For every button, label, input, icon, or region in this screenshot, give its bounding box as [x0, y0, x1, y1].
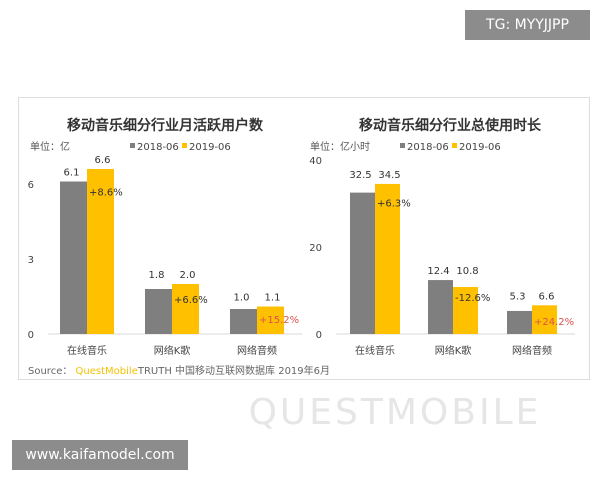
- source-prefix: Source：: [28, 366, 73, 377]
- watermark-site: www.kaifamodel.com: [12, 440, 188, 470]
- chart-title: 移动音乐细分行业总使用时长: [359, 117, 542, 134]
- data-label: 10.8: [456, 266, 478, 277]
- category-label: 网络音频: [237, 344, 277, 357]
- background-watermark: QUESTMOBILE: [249, 392, 542, 433]
- bar-2018-06: [350, 192, 375, 334]
- bar-2018-06: [428, 280, 453, 334]
- y-tick-label: 3: [28, 255, 34, 266]
- legend-label: 2019-06: [459, 142, 501, 153]
- category-label: 网络音频: [512, 344, 552, 357]
- category-label: 在线音乐: [67, 344, 107, 357]
- y-tick-label: 40: [309, 156, 322, 167]
- y-tick-label: 20: [309, 243, 322, 254]
- source-brand: QuestMobile: [75, 366, 138, 377]
- legend-label: 2019-06: [189, 142, 231, 153]
- category-label: 在线音乐: [355, 344, 395, 357]
- data-label: 6.6: [539, 291, 555, 302]
- chart-panel: [18, 97, 590, 380]
- growth-label: +24.2%: [534, 317, 574, 328]
- unit-label: 单位：亿小时: [310, 140, 370, 153]
- bar-2019-06: [87, 169, 114, 334]
- data-label: 1.8: [149, 270, 165, 281]
- growth-label: +6.3%: [377, 199, 411, 210]
- bar-2018-06: [60, 181, 87, 334]
- bar-2019-06: [172, 284, 199, 334]
- bar-2019-06: [375, 183, 400, 334]
- source-note: Source： QuestMobileTRUTH 中国移动互联网数据库 2019…: [28, 362, 330, 377]
- bar-2018-06: [145, 289, 172, 334]
- growth-label: +15.2%: [259, 315, 299, 326]
- data-label: 1.0: [234, 293, 250, 304]
- bar-2019-06: [532, 305, 557, 334]
- data-label: 34.5: [378, 170, 400, 181]
- legend-label: 2018-06: [137, 142, 179, 153]
- legend-swatch: [182, 143, 187, 148]
- growth-label: +8.6%: [89, 188, 123, 199]
- bar-2018-06: [507, 310, 532, 334]
- legend-swatch: [452, 143, 457, 148]
- legend-swatch: [400, 143, 405, 148]
- category-label: 网络K歌: [154, 344, 191, 357]
- data-label: 5.3: [510, 291, 526, 302]
- y-tick-label: 6: [28, 180, 34, 191]
- watermark-tg: TG: MYYJJPP: [465, 10, 590, 40]
- bar-2019-06: [257, 306, 284, 334]
- data-label: 6.6: [95, 155, 111, 166]
- data-label: 1.1: [265, 293, 281, 304]
- legend-label: 2018-06: [407, 142, 449, 153]
- y-tick-label: 0: [316, 330, 322, 341]
- data-label: 12.4: [427, 266, 449, 277]
- data-label: 2.0: [180, 270, 196, 281]
- data-label: 32.5: [349, 170, 371, 181]
- legend-swatch: [130, 143, 135, 148]
- growth-label: +6.6%: [174, 295, 208, 306]
- growth-label: -12.6%: [455, 293, 490, 304]
- bar-2019-06: [453, 287, 478, 334]
- category-label: 网络K歌: [435, 344, 472, 357]
- y-tick-label: 0: [28, 330, 34, 341]
- bar-2018-06: [230, 309, 257, 334]
- source-text: TRUTH 中国移动互联网数据库 2019年6月: [137, 366, 331, 377]
- chart-title: 移动音乐细分行业月活跃用户数: [67, 117, 264, 134]
- data-label: 6.1: [64, 168, 80, 179]
- unit-label: 单位：亿: [30, 140, 70, 153]
